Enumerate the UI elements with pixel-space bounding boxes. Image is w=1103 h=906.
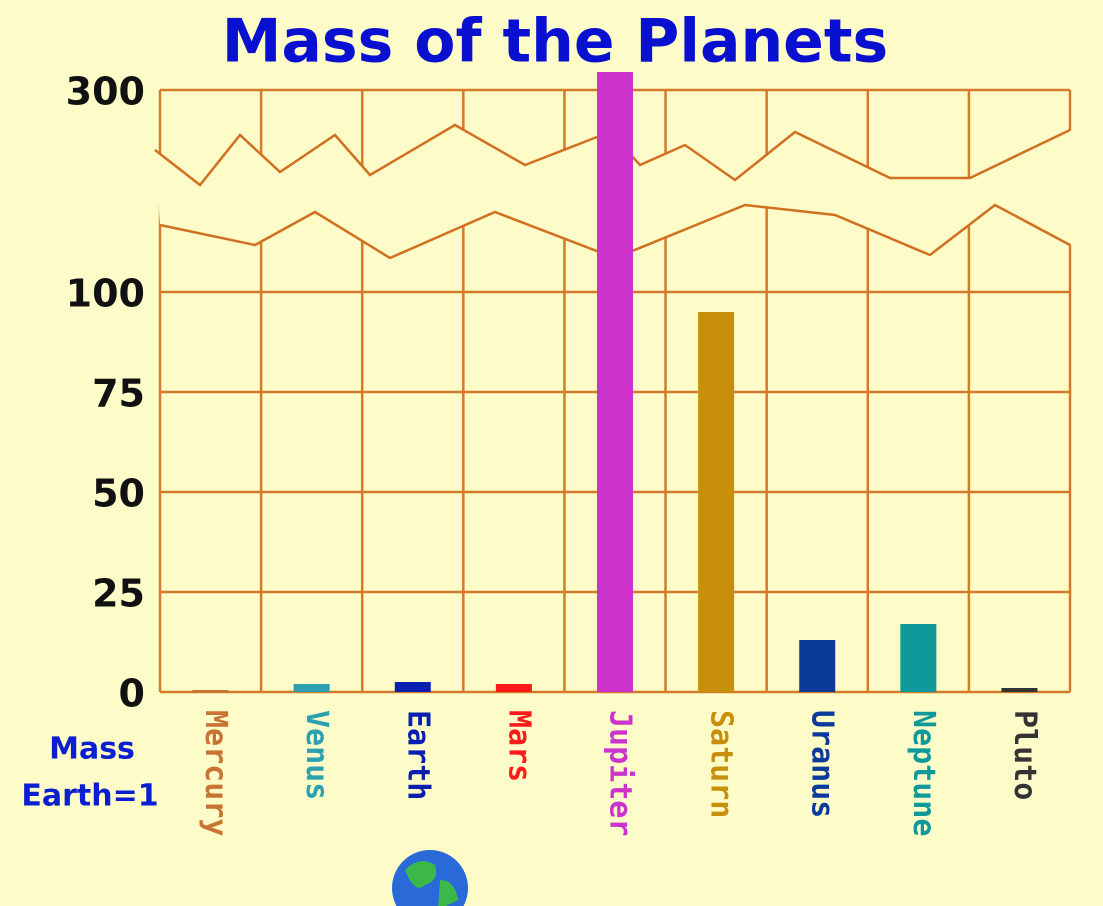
bar	[597, 72, 633, 692]
bar	[1001, 688, 1038, 692]
x-tick-label: Earth	[400, 710, 435, 800]
y-axis-label: Mass	[49, 732, 135, 767]
x-tick-label: Neptune	[906, 710, 941, 836]
globe-land	[405, 861, 458, 906]
y-tick-label: 75	[92, 372, 145, 416]
x-tick-label: Jupiter	[603, 710, 638, 836]
chart-title: Mass of the Planets	[222, 7, 889, 77]
y-tick-label: 50	[92, 472, 145, 516]
x-tick-label: Saturn	[704, 710, 739, 818]
x-tick-label: Mercury	[198, 710, 233, 836]
bar	[799, 640, 836, 692]
bar	[192, 690, 229, 693]
x-tick-label: Uranus	[805, 710, 840, 818]
bar	[495, 684, 532, 692]
bar	[698, 312, 735, 692]
bar	[900, 624, 937, 692]
earth-icon	[392, 850, 468, 906]
x-tick-label: Mars	[501, 710, 536, 782]
bar	[293, 684, 330, 692]
bars	[192, 72, 1038, 693]
x-tick-label: Pluto	[1007, 710, 1042, 800]
x-tick-label: Venus	[299, 710, 334, 800]
y-tick-label: 25	[92, 572, 145, 616]
y-tick-label: 0	[119, 672, 145, 716]
y-tick-label: 100	[66, 272, 145, 316]
bar	[394, 682, 431, 692]
break-line	[154, 123, 1071, 187]
y-tick-label: 300	[66, 70, 145, 114]
y-axis-label: Earth=1	[21, 779, 158, 814]
